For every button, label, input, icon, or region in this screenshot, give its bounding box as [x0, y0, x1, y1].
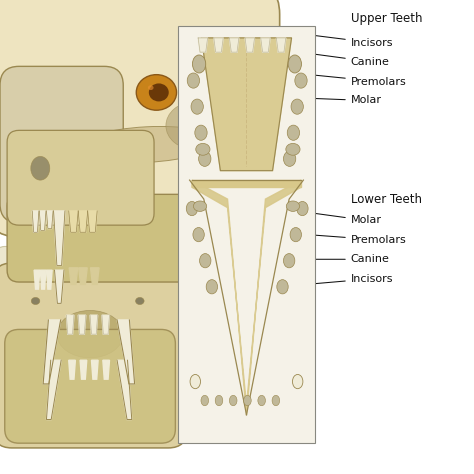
Ellipse shape [137, 74, 177, 110]
Ellipse shape [283, 254, 295, 268]
Ellipse shape [199, 151, 211, 166]
Polygon shape [117, 320, 135, 384]
Ellipse shape [149, 83, 169, 101]
FancyBboxPatch shape [7, 130, 154, 225]
FancyBboxPatch shape [7, 194, 197, 282]
Polygon shape [34, 270, 40, 289]
Polygon shape [192, 180, 301, 415]
Ellipse shape [215, 395, 223, 406]
Ellipse shape [76, 127, 218, 163]
Polygon shape [39, 211, 46, 230]
Ellipse shape [295, 73, 307, 88]
Polygon shape [117, 360, 132, 419]
FancyBboxPatch shape [0, 263, 187, 448]
Polygon shape [80, 360, 87, 379]
Polygon shape [198, 38, 208, 52]
Polygon shape [245, 38, 255, 52]
Polygon shape [32, 211, 39, 232]
Polygon shape [90, 315, 98, 334]
FancyBboxPatch shape [5, 329, 175, 443]
Ellipse shape [258, 395, 265, 406]
FancyBboxPatch shape [0, 246, 109, 318]
Text: Premolars: Premolars [229, 67, 407, 87]
Ellipse shape [290, 228, 301, 242]
Text: Molar: Molar [220, 201, 382, 226]
Text: Molar: Molar [222, 95, 382, 106]
Polygon shape [46, 211, 53, 228]
Polygon shape [79, 268, 87, 284]
Ellipse shape [195, 125, 207, 140]
Ellipse shape [286, 143, 300, 155]
Text: '87: '87 [218, 437, 228, 442]
Ellipse shape [31, 298, 40, 305]
Polygon shape [78, 315, 86, 334]
Text: Incisors: Incisors [246, 27, 393, 48]
Polygon shape [66, 315, 74, 334]
Ellipse shape [190, 374, 201, 389]
Polygon shape [91, 268, 99, 284]
Ellipse shape [191, 99, 203, 114]
Polygon shape [91, 360, 98, 379]
Text: Canine: Canine [238, 44, 390, 67]
Polygon shape [69, 268, 78, 284]
Ellipse shape [193, 228, 204, 242]
Text: Lower Teeth: Lower Teeth [351, 192, 422, 206]
Ellipse shape [206, 280, 218, 294]
Ellipse shape [297, 201, 308, 216]
Ellipse shape [229, 395, 237, 406]
FancyBboxPatch shape [178, 26, 315, 443]
Ellipse shape [272, 395, 280, 406]
Polygon shape [40, 270, 46, 289]
Polygon shape [201, 38, 292, 171]
Ellipse shape [286, 201, 300, 211]
Polygon shape [214, 38, 223, 52]
Ellipse shape [136, 298, 144, 305]
FancyBboxPatch shape [0, 0, 280, 237]
Ellipse shape [283, 151, 296, 166]
Ellipse shape [292, 374, 303, 389]
Polygon shape [103, 360, 109, 379]
Ellipse shape [166, 102, 223, 149]
Polygon shape [88, 211, 97, 232]
Polygon shape [54, 211, 65, 265]
Polygon shape [102, 315, 109, 334]
Ellipse shape [200, 254, 211, 268]
Text: Incisors: Incisors [200, 273, 393, 293]
Ellipse shape [288, 55, 301, 73]
Polygon shape [55, 270, 64, 303]
FancyBboxPatch shape [0, 66, 123, 223]
Ellipse shape [244, 395, 251, 406]
Ellipse shape [148, 85, 154, 90]
Polygon shape [78, 211, 88, 232]
Polygon shape [43, 320, 61, 384]
Ellipse shape [201, 395, 209, 406]
Ellipse shape [31, 156, 50, 180]
Polygon shape [192, 180, 301, 187]
Ellipse shape [287, 125, 300, 140]
Ellipse shape [192, 55, 206, 73]
Polygon shape [69, 211, 78, 232]
Ellipse shape [187, 73, 200, 88]
Ellipse shape [291, 99, 303, 114]
Ellipse shape [196, 143, 210, 155]
Polygon shape [46, 270, 52, 289]
Ellipse shape [186, 201, 198, 216]
Polygon shape [46, 360, 61, 419]
Text: ©Pedrick: ©Pedrick [204, 431, 233, 436]
Polygon shape [69, 360, 75, 379]
Polygon shape [276, 38, 286, 52]
Polygon shape [229, 38, 239, 52]
Text: Premolars: Premolars [214, 228, 407, 245]
Polygon shape [261, 38, 270, 52]
Text: Canine: Canine [206, 254, 390, 264]
Ellipse shape [193, 201, 207, 211]
Ellipse shape [277, 280, 288, 294]
Ellipse shape [57, 310, 123, 358]
Text: Upper Teeth: Upper Teeth [351, 12, 422, 26]
